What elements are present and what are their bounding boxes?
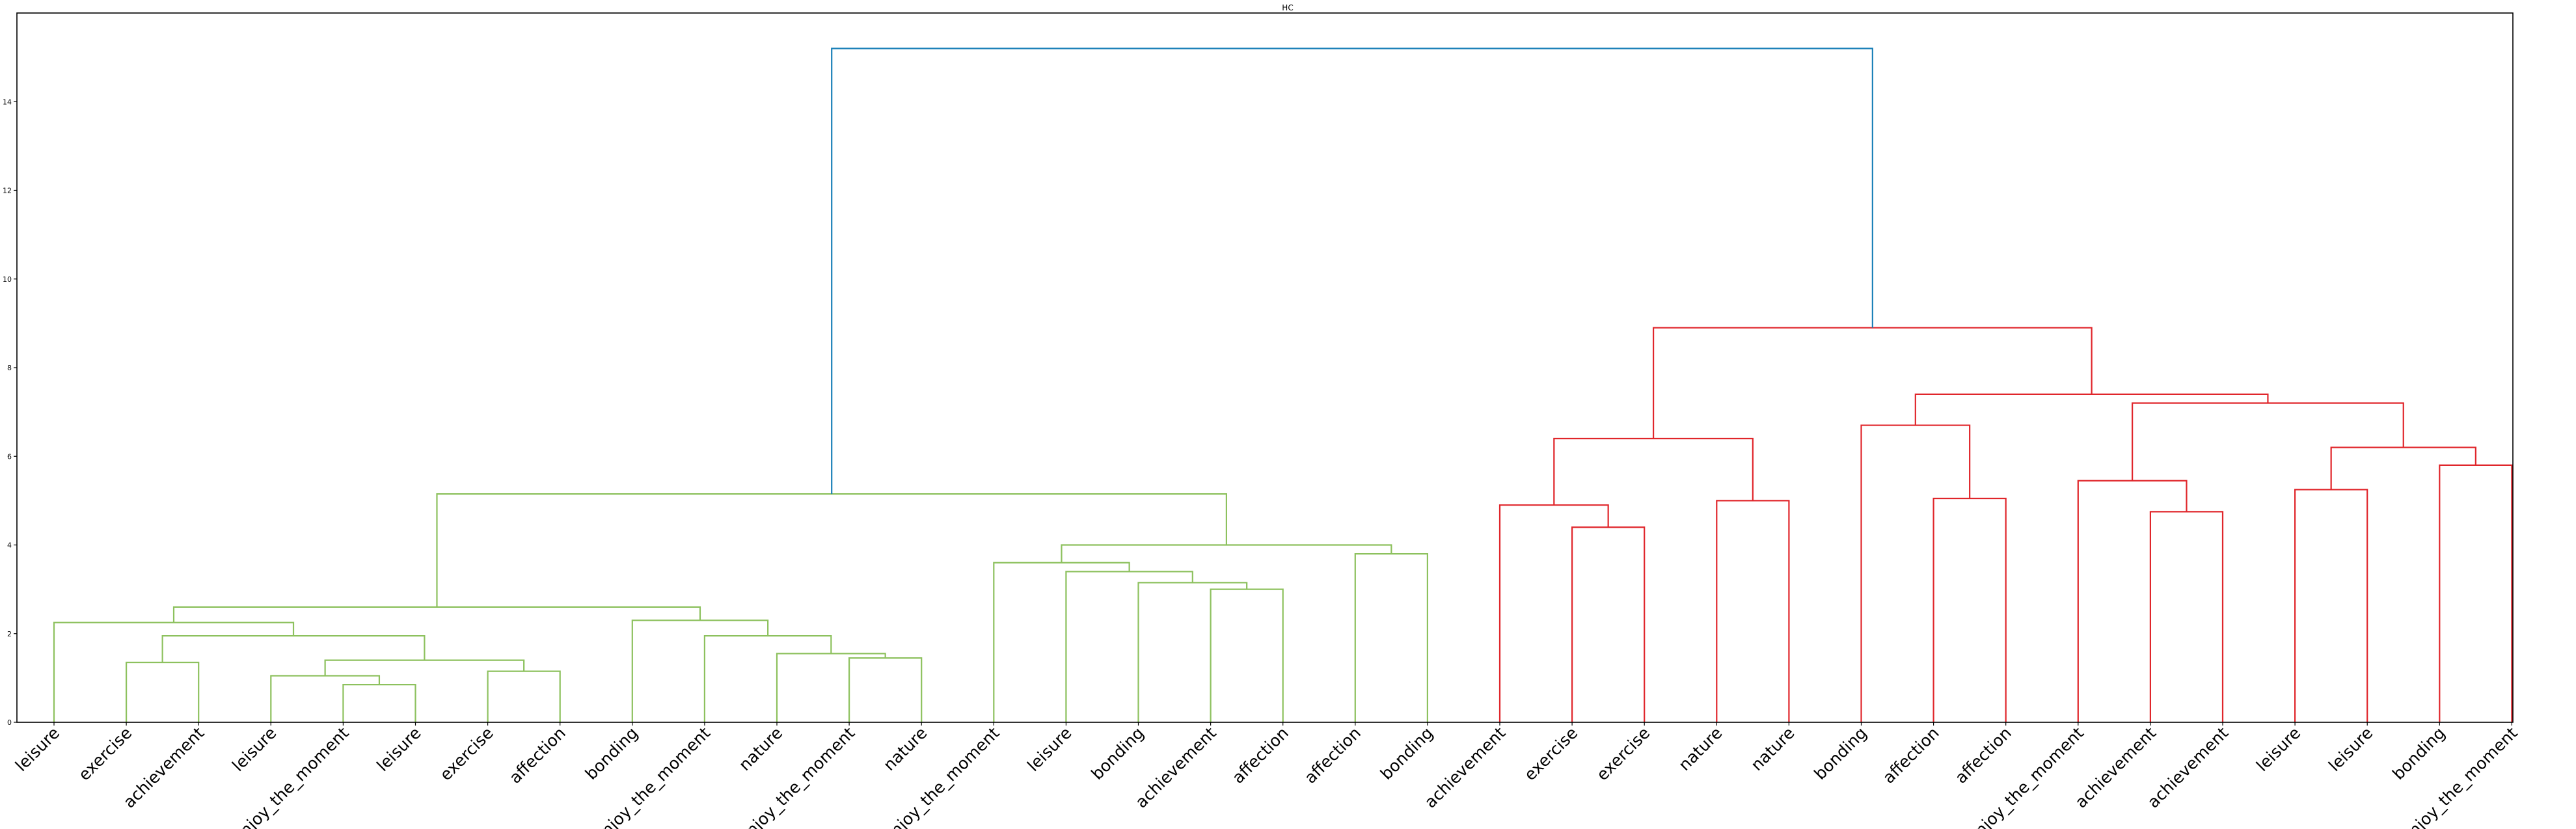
dendrogram-link-y [1860,424,1971,722]
leaf-label: exercise [1521,724,1581,784]
dendrogram-link-t [1571,526,1646,722]
y-tick-label: 6 [7,452,12,461]
leaf-label: enjoy_the_moment [735,724,859,829]
dendrogram-link-aa [2077,480,2188,722]
y-tick-label: 10 [3,275,12,284]
dendrogram-link-ag [1652,327,2093,439]
dendrogram-link-ae [2132,402,2404,481]
dendrogram-link-g [53,621,295,722]
y-tick-label: 4 [7,541,12,550]
leaf-label: leisure [373,724,424,775]
leaf-label: bonding [1377,724,1437,783]
leaf-label: enjoy_the_moment [2398,724,2521,829]
leaf-label: leisure [1024,724,1075,775]
dendrogram-link-b [270,675,381,722]
leaf-label: exercise [1593,724,1653,784]
dendrogram-link-x [1932,497,2007,722]
dendrogram-link-s [436,493,1227,607]
chart-title: HC [1282,3,1293,12]
dendrogram-link-v [1716,500,1790,722]
leaf-label: affection [1301,724,1364,787]
leaf-label: leisure [12,724,63,775]
dendrogram-link-z [2149,511,2224,722]
dendrogram-link-ab [2294,489,2368,722]
dendrogram-link-i [776,653,886,722]
dendrogram-link-q [1354,553,1428,722]
plot-frame [16,12,2514,723]
leaf-label: affection [506,724,569,787]
dendrogram-link-e [126,661,200,722]
leaf-label: enjoy_the_moment [880,724,1003,829]
leaf-label: nature [880,724,930,774]
dendrogram-link-ad [2330,446,2476,490]
leaf-label: enjoy_the_moment [590,724,714,829]
leaf-label: bonding [582,724,642,783]
dendrogram-link-ah [831,48,1873,495]
dendrogram-link-u [1498,504,1609,722]
leaf-label: nature [1747,724,1798,774]
leaf-label: exercise [436,724,496,784]
leaf-label: affection [1879,724,1943,787]
dendrogram-link-j [703,635,832,722]
dendrogram-link-l [172,606,701,623]
leaf-label: leisure [228,724,280,775]
dendrogram-link-k [631,619,769,722]
leaf-label: affection [1228,724,1292,787]
leaf-label: leisure [2253,724,2304,775]
leaf-label: bonding [2389,724,2448,783]
y-tick-label: 2 [7,630,12,638]
dendrogram-link-h [848,657,923,722]
dendrogram-link-r [1061,544,1392,563]
leaf-label: affection [1951,724,2015,787]
y-tick-label: 14 [3,98,12,106]
dendrogram-link-ac [2439,464,2513,722]
dendrogram-link-o [1065,571,1193,722]
leaf-label: exercise [75,724,135,784]
dendrogram-link-n [1137,582,1248,722]
dendrogram-link-af [1914,393,2269,426]
y-tick-label: 0 [7,718,12,727]
leaf-label: leisure [2325,724,2376,775]
dendrogram-link-a [342,683,416,722]
dendrogram-links [53,48,2513,722]
y-axis: 0 2 4 6 8 10 12 14 [3,98,17,727]
leaf-label: bonding [1087,724,1147,783]
dendrogram-link-d [324,659,525,676]
leaf-label: nature [735,724,786,774]
dendrogram-link-f [161,635,426,663]
dendrogram-link-m [1210,588,1284,722]
dendrogram-link-p [993,562,1130,722]
leaf-label: bonding [1810,724,1870,783]
y-tick-label: 12 [3,187,12,195]
leaf-label: enjoy_the_moment [1964,724,2087,829]
dendrogram-link-w [1553,437,1754,506]
leaf-label: enjoy_the_moment [229,724,353,829]
leaf-label: nature [1675,724,1726,774]
y-tick-label: 8 [7,364,12,372]
dendrogram-link-c [487,670,561,722]
